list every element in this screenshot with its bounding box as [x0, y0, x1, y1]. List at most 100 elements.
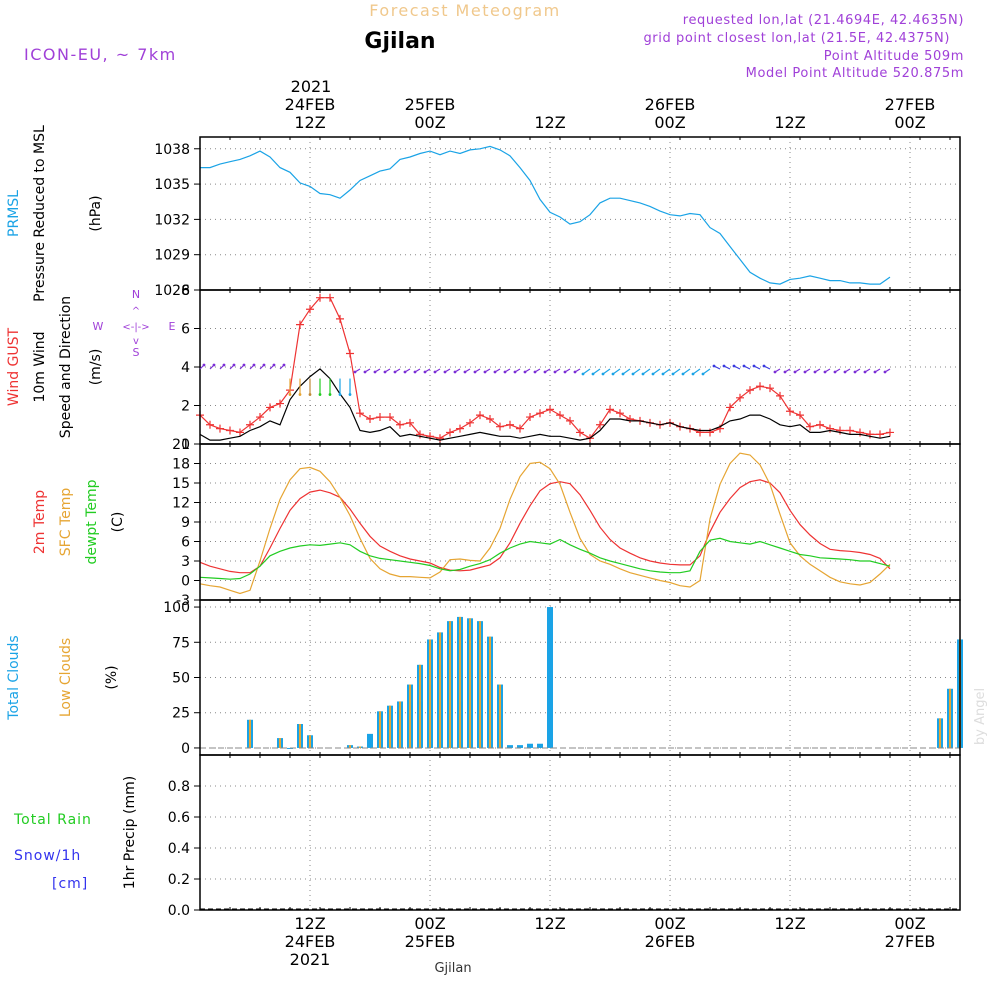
- wind-arrow-head: [212, 363, 216, 367]
- gust-marker: [886, 428, 894, 437]
- wind-arrow-head: [793, 370, 797, 374]
- y-tick-label: 1035: [154, 177, 190, 193]
- wind-arrow-head: [262, 363, 266, 367]
- wind-arrow-head: [883, 370, 887, 374]
- series-label: Wind GUST: [6, 327, 22, 406]
- top-year-label: 2021: [291, 77, 332, 96]
- gust-marker: [836, 426, 844, 435]
- gust-marker: [236, 428, 244, 437]
- gust-marker: [466, 418, 474, 427]
- y-tick-label: 0.2: [168, 872, 190, 888]
- top-date-label: 26FEB: [645, 95, 696, 114]
- gust-marker: [316, 293, 324, 302]
- wind-direction-arrow: [682, 368, 691, 375]
- low-cloud-bar: [409, 684, 411, 748]
- y-tick-label: 25: [172, 706, 190, 722]
- series-line: [199, 452, 891, 595]
- wind-arrow-head: [601, 372, 605, 376]
- low-cloud-bar: [949, 688, 951, 748]
- series-label: 10m Wind: [32, 331, 48, 402]
- gust-marker: [356, 409, 364, 418]
- gust-marker: [426, 432, 434, 441]
- wind-arrow-head: [348, 393, 352, 396]
- clouds-panel: 0 25 50 75 100 Total Clouds Low Clouds (%): [6, 599, 963, 757]
- y-tick-label: 0.6: [168, 810, 190, 826]
- wind-arrow-head: [282, 363, 286, 367]
- y-tick-label: 0.0: [168, 903, 190, 919]
- gust-marker: [216, 424, 224, 433]
- low-cloud-bar: [459, 616, 461, 748]
- gust-marker: [256, 413, 264, 422]
- unit-label: (hPa): [88, 195, 104, 231]
- total-cloud-bar: [537, 743, 543, 748]
- wind-arrow-head: [681, 372, 685, 376]
- y-tick-label: 8: [181, 283, 190, 299]
- wind-arrow-head: [591, 372, 595, 376]
- top-date-label: 27FEB: [885, 95, 936, 114]
- top-hour-label: 00Z: [894, 113, 925, 132]
- wind-arrow-head: [752, 364, 756, 368]
- bottom-hour-label: 00Z: [654, 914, 685, 933]
- y-tick-label: -3: [176, 593, 190, 609]
- gust-marker: [536, 409, 544, 418]
- y-tick-label: 1032: [154, 212, 190, 228]
- wind-direction-arrow: [642, 368, 651, 375]
- wind-arrow-head: [403, 370, 407, 374]
- gust-marker: [596, 420, 604, 429]
- low-cloud-bar: [429, 639, 431, 748]
- wind-direction-arrow: [632, 368, 641, 375]
- compass-east: E: [169, 320, 176, 333]
- unit-label: (%): [104, 665, 120, 689]
- gust-marker: [556, 411, 564, 420]
- wind-arrow-head: [222, 363, 226, 367]
- gust-marker: [306, 305, 314, 314]
- top-date-label: 24FEB: [285, 95, 336, 114]
- wind-arrow-head: [563, 370, 567, 374]
- wind-arrow-head: [732, 364, 736, 368]
- wind-direction-arrow: [612, 368, 621, 375]
- gust-marker: [626, 414, 634, 423]
- gust-marker: [816, 420, 824, 429]
- wind-direction-arrow: [702, 368, 711, 375]
- wind-arrow-head: [338, 393, 342, 396]
- wind-direction-arrow: [622, 368, 631, 375]
- wind-arrow-head: [553, 370, 557, 374]
- gust-marker: [606, 405, 614, 414]
- wind-arrow-head: [833, 370, 837, 374]
- wind-arrow-head: [252, 363, 256, 367]
- y-tick-label: 0: [181, 741, 190, 757]
- bottom-year-label: 2021: [290, 950, 331, 969]
- total-cloud-bar: [547, 607, 553, 748]
- wind-arrow-head: [543, 370, 547, 374]
- gust-marker: [246, 420, 254, 429]
- wind-arrow-head: [353, 370, 357, 374]
- gust-marker: [476, 411, 484, 420]
- compass-south: S: [133, 346, 140, 359]
- y-tick-label: 50: [172, 671, 190, 687]
- series-label: Total Clouds: [6, 635, 22, 720]
- y-tick-label: 1038: [154, 142, 190, 158]
- y-tick-label: 18: [172, 457, 190, 473]
- total-cloud-bar: [527, 743, 533, 748]
- wind-arrow-head: [533, 370, 537, 374]
- bottom-hour-label: 12Z: [294, 914, 325, 933]
- wind-arrow-head: [232, 363, 236, 367]
- gust-marker: [746, 386, 754, 395]
- y-tick-label: 4: [181, 360, 190, 376]
- wind-arrow-head: [483, 370, 487, 374]
- series-label: PRMSL: [6, 190, 22, 237]
- wind-arrow-head: [493, 370, 497, 374]
- y-tick-label: 2: [181, 399, 190, 415]
- wind-direction-arrow: [652, 368, 661, 375]
- gust-marker: [576, 428, 584, 437]
- low-cloud-bar: [399, 701, 401, 748]
- gust-marker: [616, 409, 624, 418]
- wind-arrow-head: [242, 363, 246, 367]
- top-hour-label: 00Z: [654, 113, 685, 132]
- pressure-panel: 1026 1029 1032 1035 1038 PRMSL Pressure Reduce…: [6, 125, 961, 302]
- wind-arrow-head: [641, 372, 645, 376]
- gust-marker: [786, 407, 794, 416]
